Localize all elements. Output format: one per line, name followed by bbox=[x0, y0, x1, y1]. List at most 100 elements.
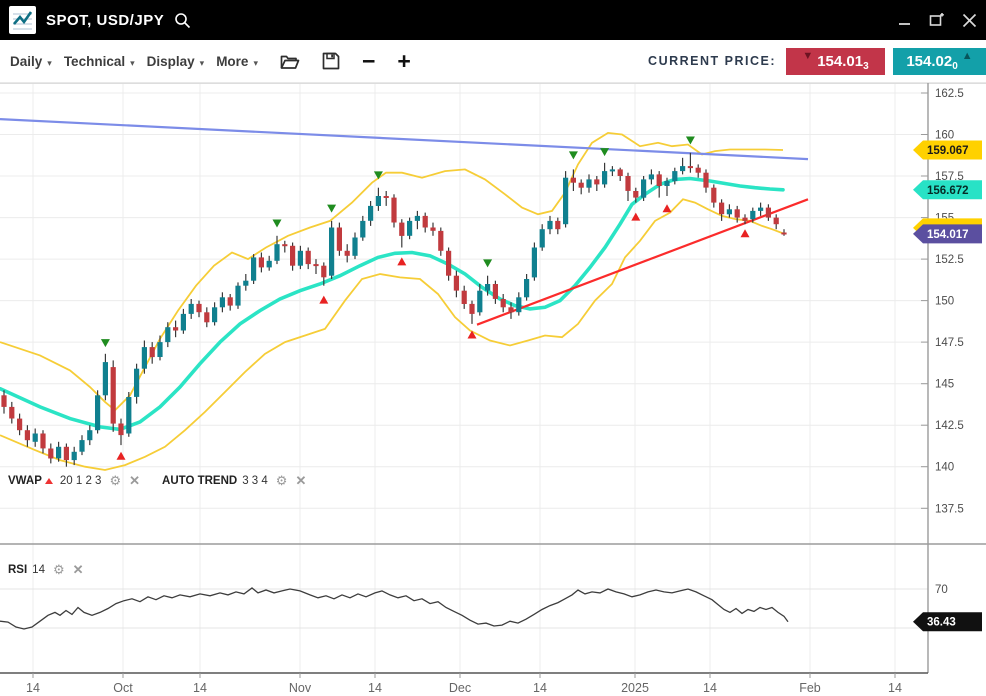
candle-body bbox=[734, 209, 740, 218]
candle-body bbox=[648, 174, 654, 180]
candle-body bbox=[430, 227, 436, 231]
candle-body bbox=[329, 227, 335, 276]
candle-body bbox=[695, 167, 701, 173]
candle-body bbox=[344, 250, 350, 256]
candle-body bbox=[422, 215, 428, 228]
menu-display[interactable]: Display ▾ bbox=[147, 54, 205, 69]
menu-technical[interactable]: Technical ▾ bbox=[64, 54, 135, 69]
window-controls bbox=[896, 0, 978, 40]
candle-body bbox=[531, 247, 537, 278]
candle-body bbox=[368, 205, 374, 221]
candle-body bbox=[110, 367, 116, 424]
candle-body bbox=[282, 244, 288, 247]
price-tag bbox=[913, 224, 982, 244]
candle-body bbox=[24, 430, 30, 441]
candle-body bbox=[438, 230, 444, 251]
chevron-down-icon: ▾ bbox=[253, 57, 258, 68]
candle-body bbox=[461, 290, 467, 304]
candle-body bbox=[765, 207, 771, 218]
price-tag bbox=[913, 180, 982, 200]
candle-body bbox=[453, 275, 459, 291]
candle-body bbox=[703, 172, 709, 188]
candle-body bbox=[95, 395, 101, 431]
candle-body bbox=[586, 179, 592, 188]
candle-body bbox=[227, 297, 233, 306]
candle-body bbox=[17, 418, 23, 431]
rsi-level-label: 70 bbox=[935, 584, 948, 596]
candle-body bbox=[243, 280, 249, 286]
sell-signal-icon bbox=[685, 136, 695, 145]
candle-body bbox=[680, 166, 686, 172]
sell-signal-icon bbox=[483, 259, 493, 268]
sell-signal-icon bbox=[600, 148, 610, 157]
gear-icon[interactable]: ⚙ bbox=[275, 473, 288, 488]
chevron-down-icon: ▾ bbox=[199, 57, 205, 68]
candle-body bbox=[516, 297, 522, 313]
chevron-down-icon: ▾ bbox=[47, 57, 52, 68]
candle-body bbox=[1, 395, 7, 407]
chevron-down-icon: ▾ bbox=[130, 57, 135, 68]
menu-technical-label: Technical bbox=[63, 53, 126, 69]
chart-area[interactable]: 162.5160157.5155152.5150147.5145142.5140… bbox=[0, 83, 986, 696]
candle-body bbox=[594, 179, 600, 185]
search-icon[interactable] bbox=[174, 12, 191, 29]
candle-body bbox=[118, 423, 124, 436]
candle-body bbox=[360, 220, 366, 238]
menu-display-label: Display bbox=[146, 53, 195, 69]
candle-body bbox=[617, 169, 623, 176]
sell-signal-icon bbox=[327, 204, 337, 213]
candle-body bbox=[274, 244, 280, 261]
candle-body bbox=[188, 303, 194, 314]
menu-daily[interactable]: Daily ▾ bbox=[10, 54, 52, 69]
zoom-in-button[interactable]: + bbox=[397, 48, 411, 74]
open-folder-icon[interactable] bbox=[280, 53, 300, 70]
price-chart-svg[interactable]: 162.5160157.5155152.5150147.5145142.5140… bbox=[0, 83, 986, 696]
price-tag bbox=[913, 140, 982, 160]
save-icon[interactable] bbox=[322, 52, 340, 70]
buy-signal-icon bbox=[397, 257, 407, 266]
vwap-lower-band-line bbox=[0, 198, 784, 471]
close-icon[interactable]: ✕ bbox=[295, 473, 307, 488]
bid-price-button[interactable]: ▼ 154.01 3 bbox=[786, 48, 885, 75]
candle-body bbox=[578, 182, 584, 188]
bid-price-pip: 3 bbox=[863, 61, 869, 72]
candle-body bbox=[71, 451, 77, 461]
minimize-button[interactable] bbox=[896, 11, 914, 29]
candle-body bbox=[290, 245, 296, 266]
gear-icon[interactable]: ⚙ bbox=[52, 562, 65, 577]
sell-signal-icon bbox=[272, 219, 282, 228]
popout-button[interactable] bbox=[928, 11, 946, 29]
close-icon[interactable] bbox=[960, 11, 978, 29]
candle-body bbox=[719, 202, 725, 215]
candle-body bbox=[492, 284, 498, 299]
candle-body bbox=[570, 177, 576, 183]
up-arrow-icon: ▲ bbox=[961, 50, 973, 62]
ask-price-button[interactable]: 154.02 0 ▲ bbox=[893, 48, 986, 75]
rsi-line bbox=[0, 587, 789, 630]
price-tick-label: 142.5 bbox=[935, 420, 964, 432]
price-tick-label: 147.5 bbox=[935, 337, 964, 349]
buy-signal-icon bbox=[467, 330, 477, 339]
menu-daily-label: Daily bbox=[10, 53, 43, 69]
buy-marker-icon bbox=[44, 478, 53, 484]
candle-body bbox=[399, 222, 405, 236]
menu-more[interactable]: More ▾ bbox=[216, 54, 258, 69]
price-tick-label: 152.5 bbox=[935, 254, 964, 266]
gear-icon[interactable]: ⚙ bbox=[109, 473, 122, 488]
time-tick-label: 14 bbox=[703, 681, 717, 695]
rsi-indicator-label: RSI 14 ⚙ ✕ bbox=[8, 562, 84, 578]
candle-body bbox=[547, 220, 553, 230]
close-icon[interactable]: ✕ bbox=[129, 473, 141, 488]
candle-body bbox=[524, 279, 530, 298]
zoom-out-button[interactable]: − bbox=[361, 48, 376, 74]
close-icon[interactable]: ✕ bbox=[72, 562, 84, 577]
time-tick-label: Nov bbox=[289, 681, 312, 695]
candle-body bbox=[258, 257, 264, 268]
candle-body bbox=[477, 290, 483, 313]
trend-line-resistance bbox=[0, 118, 809, 161]
candle-body bbox=[9, 406, 15, 419]
menu-more-label: More bbox=[216, 53, 249, 69]
candle-body bbox=[235, 285, 241, 306]
candle-body bbox=[625, 176, 631, 191]
time-tick-label: 14 bbox=[368, 681, 382, 695]
